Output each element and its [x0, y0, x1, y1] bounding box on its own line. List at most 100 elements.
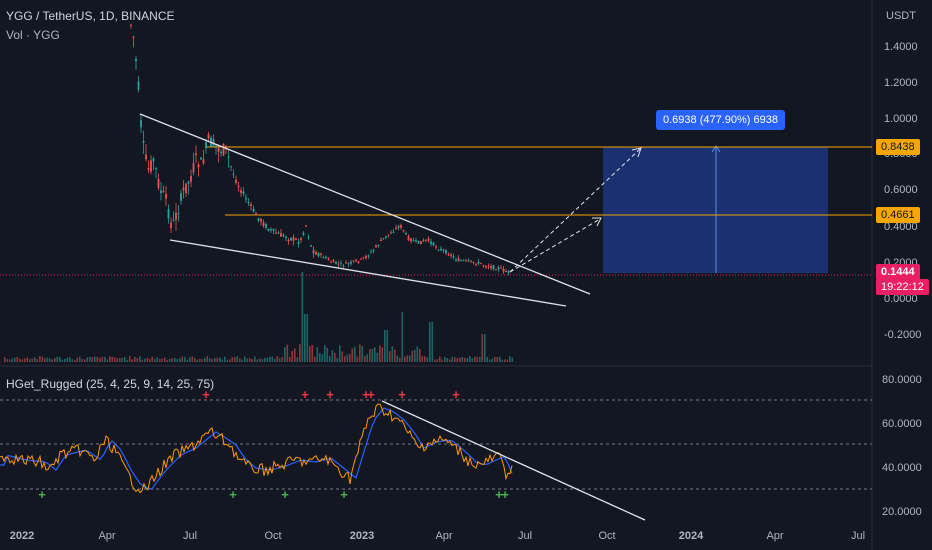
projection-arrow-upper[interactable] [509, 148, 641, 273]
volume-bar [159, 359, 161, 362]
volume-bar [119, 358, 121, 362]
volume-bar [196, 359, 199, 362]
candle-body [430, 241, 432, 245]
candle-body [417, 240, 420, 244]
candle-body [267, 228, 270, 231]
volume-bar [194, 357, 196, 362]
volume-bar [261, 358, 264, 362]
currency-label: USDT [886, 10, 916, 22]
volume-bar [329, 355, 331, 362]
volume-bar [326, 347, 329, 362]
candle-body [285, 236, 287, 239]
volume-bar [66, 357, 69, 362]
candle-body [245, 197, 247, 200]
candle-body [280, 233, 282, 237]
volume-bar [316, 347, 319, 362]
candle-body [232, 173, 235, 175]
candle-body [487, 266, 490, 268]
candle-body [492, 265, 495, 270]
volume-bar [59, 356, 61, 362]
volume-bar [289, 357, 291, 362]
candle-body [360, 258, 362, 260]
wedge-lower-trendline[interactable] [169, 239, 567, 307]
candle-body [322, 257, 325, 259]
candle-body [505, 271, 507, 273]
volume-bar [509, 356, 511, 362]
volume-bar [121, 358, 124, 362]
candle-body [272, 228, 275, 231]
candle-body [420, 241, 422, 245]
volume-bar [136, 358, 139, 362]
volume-bar [464, 358, 466, 362]
indicator-trendline[interactable] [381, 400, 646, 521]
wedge-upper-trendline[interactable] [139, 113, 591, 295]
candle-body [155, 167, 157, 169]
volume-bar [206, 356, 209, 362]
indicator-tick: 60.0000 [882, 418, 922, 430]
candle-body [390, 232, 392, 234]
volume-bar [306, 314, 309, 362]
volume-bar [51, 359, 54, 362]
volume-legend[interactable]: Vol · YGG [6, 28, 60, 42]
candle-body [310, 245, 312, 247]
time-tick: Apr [98, 530, 115, 542]
volume-bar [426, 357, 429, 362]
candle-body [377, 244, 380, 246]
volume-bar [404, 356, 406, 362]
volume-bar [71, 359, 74, 362]
candle-body [327, 258, 330, 260]
volume-bar [269, 356, 271, 362]
measure-arrow-icon [711, 145, 721, 153]
candle-body [320, 253, 322, 255]
candle-body [480, 262, 482, 264]
volume-bar [276, 356, 279, 362]
sell-marker: + [452, 387, 460, 402]
volume-bar [221, 359, 224, 362]
volume-bar [146, 357, 149, 362]
arrowhead-upper-icon [631, 147, 642, 158]
candle-body [287, 239, 290, 241]
candle-body [215, 145, 217, 147]
volume-bar [456, 358, 459, 362]
projection-arrow-lower[interactable] [509, 218, 601, 273]
volume-bar [364, 355, 366, 362]
volume-bar [394, 349, 396, 362]
price-tick: 1.4000 [884, 41, 918, 53]
volume-bar [34, 357, 36, 362]
candle-body [160, 190, 162, 194]
volume-bar [476, 356, 479, 362]
volume-bar [371, 348, 374, 362]
arrowhead-lower-icon [592, 217, 602, 227]
candle-body [230, 166, 232, 168]
volume-bar [296, 357, 299, 362]
time-tick: Apr [766, 530, 783, 542]
volume-bar [481, 334, 484, 362]
volume-bar [301, 272, 304, 362]
volume-bar [141, 359, 144, 362]
volume-bar [219, 357, 221, 362]
indicator-legend[interactable]: HGet_Rugged (25, 4, 25, 9, 14, 25, 75) [6, 377, 215, 391]
buy-marker: + [229, 487, 237, 502]
candle-body [452, 256, 455, 258]
time-tick: Jul [518, 530, 532, 542]
candle-body [437, 249, 440, 251]
candle-body [227, 156, 230, 158]
candle-body [165, 193, 167, 199]
volume-bar [459, 357, 461, 362]
volume-bar [256, 359, 259, 362]
measure-badge[interactable]: 0.6938 (477.90%) 6938 [656, 110, 785, 130]
candle-body [325, 257, 327, 259]
candle-body [407, 236, 410, 241]
volume-bar [56, 356, 59, 362]
symbol-title[interactable]: YGG / TetherUS, 1D, BINANCE [6, 9, 175, 23]
candle-body [450, 254, 452, 256]
volume-bar [374, 347, 376, 362]
volume-bar [184, 357, 186, 362]
candle-body [222, 144, 225, 156]
volume-bar [299, 344, 301, 362]
volume-bar [209, 358, 211, 362]
candle-body [387, 234, 390, 236]
volume-bar [304, 314, 306, 362]
candle-body [235, 179, 237, 183]
